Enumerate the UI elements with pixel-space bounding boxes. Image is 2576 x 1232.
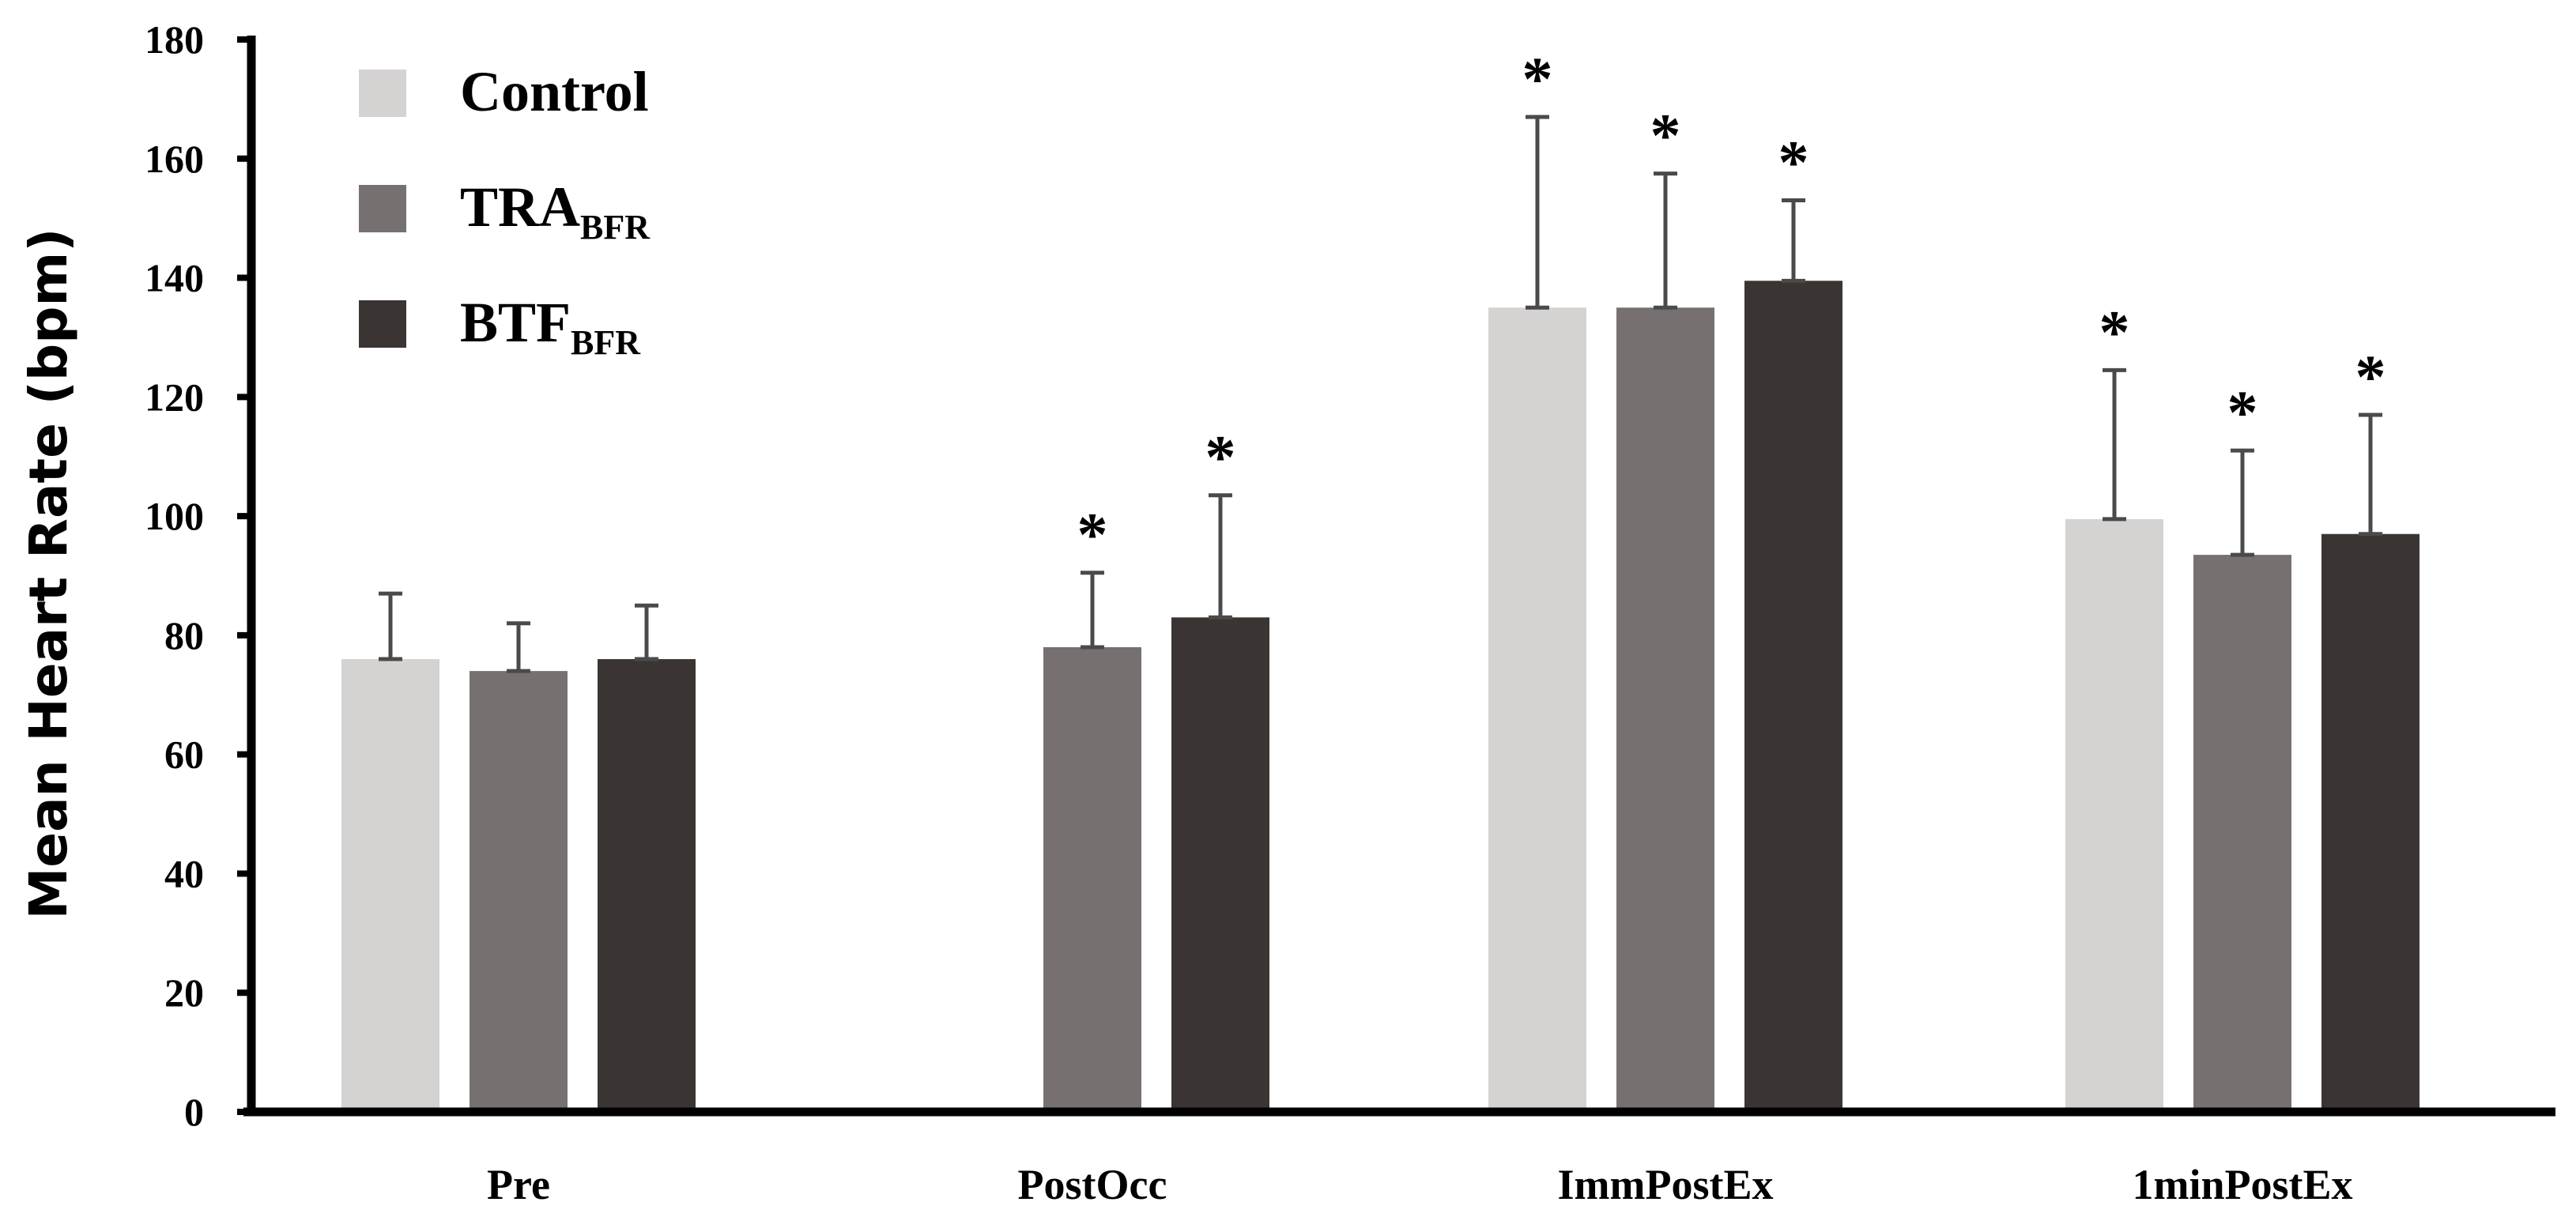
axes-layer <box>243 36 2555 1117</box>
legend: Control TRABFR BTFBFR <box>359 60 651 362</box>
x-category-label: Pre <box>487 1161 550 1208</box>
significance-marker: * <box>1650 101 1681 170</box>
legend-swatch <box>359 300 406 348</box>
y-tick-label: 120 <box>145 375 204 419</box>
bar <box>1043 646 1141 1112</box>
y-tick-label: 20 <box>164 970 204 1015</box>
bar <box>1488 307 1586 1112</box>
x-categories-layer: Pre PostOcc ImmPostEx 1minPostEx <box>487 1161 2352 1208</box>
bar <box>1744 281 1842 1113</box>
significance-marker: * <box>1778 128 1809 197</box>
bar <box>1171 617 1269 1112</box>
y-tick-label: 0 <box>184 1090 204 1134</box>
y-tick-label: 140 <box>145 256 204 300</box>
bar <box>2193 555 2291 1112</box>
y-tick-label: 160 <box>145 137 204 181</box>
bar <box>598 659 696 1112</box>
significance-marker: * <box>2227 378 2258 446</box>
legend-label: TRABFR <box>460 175 651 247</box>
legend-label: Control <box>460 60 649 123</box>
x-category-label: ImmPostEx <box>1558 1161 1774 1208</box>
bars-layer <box>341 281 2419 1113</box>
bar <box>1616 307 1714 1112</box>
y-tick-label: 180 <box>145 17 204 62</box>
bar <box>2321 533 2419 1112</box>
significance-marker: * <box>1205 423 1236 492</box>
significance-marker: * <box>1522 44 1553 113</box>
bar <box>2065 518 2163 1112</box>
y-tick-label: 60 <box>164 733 204 777</box>
significance-marker: * <box>2355 342 2386 411</box>
error-bars-layer <box>379 115 2382 673</box>
significance-layer: * * * * * * * * <box>1077 44 2386 569</box>
legend-swatch <box>359 185 406 232</box>
significance-marker: * <box>2099 297 2130 366</box>
x-category-label: 1minPostEx <box>2132 1161 2352 1208</box>
bar <box>341 659 439 1112</box>
y-tick-label: 40 <box>164 851 204 895</box>
x-category-label: PostOcc <box>1018 1161 1167 1208</box>
significance-marker: * <box>1077 500 1108 569</box>
legend-label: BTFBFR <box>460 291 641 362</box>
legend-swatch <box>359 70 406 117</box>
y-ticks-layer: 0 20 40 60 80 100 120 140 160 180 <box>145 17 251 1134</box>
y-axis-title: Mean Heart Rate (bpm) <box>18 228 79 920</box>
y-tick-label: 80 <box>164 613 204 657</box>
y-tick-label: 100 <box>145 494 204 538</box>
bar <box>470 671 568 1112</box>
